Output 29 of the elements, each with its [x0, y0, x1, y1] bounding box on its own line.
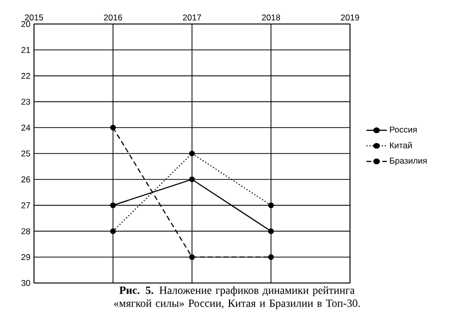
y-tick-label: 20 — [21, 20, 30, 28]
x-tick-label: 2019 — [340, 14, 360, 20]
y-tick-label: 23 — [21, 98, 30, 105]
y-tick-label: 25 — [21, 150, 30, 157]
x-tick-label: 2016 — [104, 14, 122, 20]
y-tick-label: 27 — [21, 202, 30, 208]
y-tick-label: 21 — [21, 46, 30, 53]
point — [268, 254, 274, 260]
point — [268, 202, 274, 208]
y-tick-label: 28 — [21, 228, 30, 234]
legend-label: Бразилия — [390, 158, 427, 166]
x-tick-label: 2018 — [262, 14, 280, 20]
y-tick-label: 24 — [21, 124, 30, 131]
y-tick-label: 30 — [21, 280, 30, 286]
point — [110, 124, 116, 130]
point — [189, 150, 195, 156]
y-tick-label: 22 — [21, 72, 30, 79]
point — [189, 254, 195, 260]
point — [110, 228, 116, 234]
x-tick-label: 2015 — [24, 14, 44, 20]
legend-label: Китай — [390, 142, 412, 148]
point — [268, 228, 274, 234]
y-tick-label: 29 — [21, 254, 30, 260]
x-tick-label: 2017 — [182, 14, 202, 20]
point — [110, 202, 116, 208]
legend-label: Россия — [390, 126, 417, 133]
y-tick-label: 26 — [21, 176, 30, 182]
text: Рис. 5. Наложение графиков динамики рейтинга «мягкой силы» России, Китая и Бразилии в Топ-30. — [114, 286, 360, 310]
point — [189, 176, 195, 182]
